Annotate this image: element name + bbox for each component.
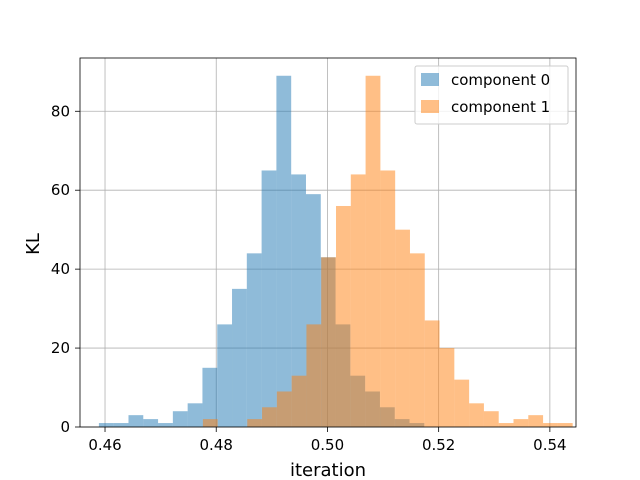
histogram-bar-component-1 bbox=[202, 419, 218, 427]
histogram-bar-component-0 bbox=[246, 253, 262, 427]
histogram-bar-component-0 bbox=[261, 170, 277, 427]
histogram-bar-component-1 bbox=[528, 415, 544, 427]
legend-label-component-1: component 1 bbox=[451, 98, 550, 116]
histogram-bar-component-1 bbox=[247, 419, 263, 427]
y-tick-label: 80 bbox=[51, 102, 70, 120]
legend-label-component-0: component 0 bbox=[451, 71, 550, 89]
histogram-bar-component-1 bbox=[439, 348, 455, 427]
histogram-bar-component-1 bbox=[557, 423, 573, 427]
histogram-bar-component-0 bbox=[172, 411, 188, 427]
x-tick-label: 0.48 bbox=[200, 436, 233, 454]
histogram-bar-component-1 bbox=[513, 419, 529, 427]
x-axis-label: iteration bbox=[290, 460, 366, 480]
histogram-bar-component-0 bbox=[113, 423, 129, 427]
histogram-bar-component-1 bbox=[380, 170, 396, 427]
histogram-bar-component-1 bbox=[291, 375, 307, 427]
histogram-bar-component-0 bbox=[276, 75, 292, 427]
histogram-bar-component-0 bbox=[128, 415, 144, 427]
x-tick-label: 0.50 bbox=[311, 436, 344, 454]
histogram-bar-component-1 bbox=[543, 423, 558, 427]
histogram-bar-component-1 bbox=[336, 205, 351, 427]
histogram-bar-component-1 bbox=[483, 411, 499, 427]
histogram-bar-component-0 bbox=[187, 403, 203, 427]
x-tick-label: 0.54 bbox=[533, 436, 566, 454]
histogram-bar-component-1 bbox=[424, 320, 440, 427]
y-tick-label: 0 bbox=[60, 418, 70, 436]
y-axis-label: KL bbox=[23, 233, 44, 255]
plot-frame bbox=[79, 57, 577, 428]
histogram-bar-component-1 bbox=[469, 403, 484, 427]
histogram-bar-component-1 bbox=[498, 423, 514, 427]
histogram-bar-component-1 bbox=[306, 324, 322, 427]
histogram-bar-component-1 bbox=[321, 257, 337, 427]
x-tick-label: 0.52 bbox=[422, 436, 455, 454]
legend-swatch-component-0 bbox=[421, 73, 439, 86]
histogram-bar-component-1 bbox=[350, 174, 366, 427]
axes: 0.46 0.48 0.50 0.52 0.54 0 20 40 60 80 bbox=[51, 57, 577, 454]
histogram-bar-component-1 bbox=[454, 379, 470, 427]
histogram-bar-component-1 bbox=[395, 229, 410, 427]
legend: component 0 component 1 bbox=[414, 65, 569, 125]
legend-frame bbox=[414, 65, 569, 125]
y-tick-label: 40 bbox=[51, 260, 70, 278]
legend-swatch-component-1 bbox=[421, 100, 439, 113]
histogram-bar-component-0 bbox=[232, 288, 247, 427]
histogram-bar-component-0 bbox=[202, 367, 218, 427]
histogram-bar-component-0 bbox=[98, 423, 114, 427]
histogram-bar-component-1 bbox=[276, 391, 292, 427]
histogram-bar-component-0 bbox=[217, 324, 233, 427]
histogram-bar-component-0 bbox=[143, 419, 159, 427]
histogram-bar-component-1 bbox=[262, 407, 277, 427]
histogram-bar-component-1 bbox=[409, 253, 425, 427]
y-tick-label: 60 bbox=[51, 181, 70, 199]
histogram-bar-component-1 bbox=[365, 75, 381, 427]
histogram-bar-component-0 bbox=[291, 174, 306, 427]
histogram-bars bbox=[98, 75, 573, 427]
y-tick-label: 20 bbox=[51, 339, 70, 357]
x-tick-label: 0.46 bbox=[88, 436, 121, 454]
histogram-bar-component-0 bbox=[158, 423, 173, 427]
